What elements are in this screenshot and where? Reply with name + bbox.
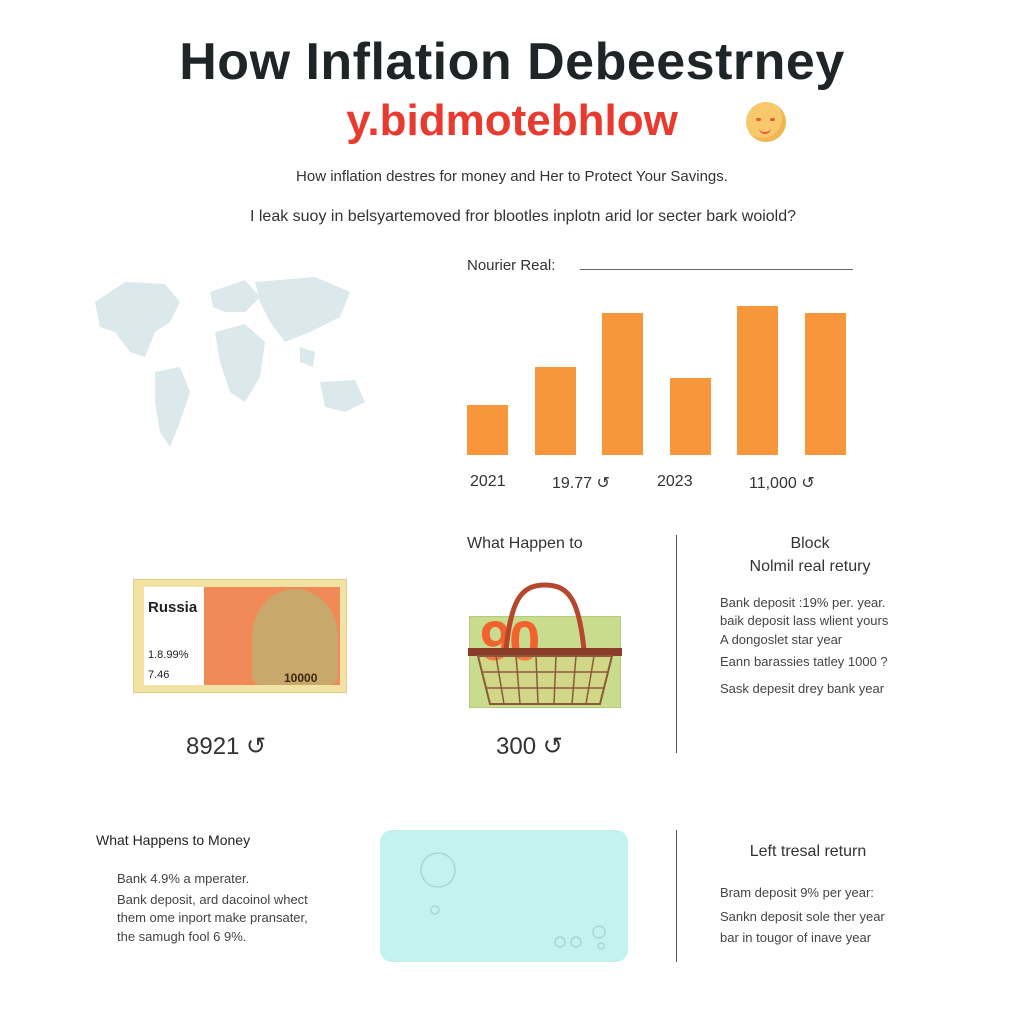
question-text: I leak suoy in belsyartemoved fror bloot…: [249, 208, 797, 225]
basket-amount: 300 ↺: [496, 733, 563, 760]
banknote-amount: 8921 ↺: [186, 733, 267, 760]
chart-bar: [535, 367, 576, 455]
tick-label: 2023: [657, 473, 693, 490]
chart-bar: [805, 313, 846, 455]
basket-card-label: What Happen to: [467, 535, 583, 552]
block-line: A dongoslet star year: [720, 632, 843, 647]
tick-label: 2021: [470, 473, 506, 490]
block-line: Sask depesit drey bank year: [720, 681, 885, 696]
banknote-rate: 1.8.99%: [148, 649, 189, 661]
chart-bar: [737, 306, 778, 455]
illustration-panel: [380, 830, 628, 962]
banknote-denomination: 10000: [284, 671, 318, 685]
block-subtitle: Nolmil real retury: [749, 558, 871, 575]
chart-title: Nourier Real:: [467, 257, 556, 274]
page-title: How Inflation Debeestrney: [179, 33, 845, 91]
return-title: Left tresal return: [749, 843, 867, 860]
chart-rule: [580, 269, 853, 270]
block-title: Block: [790, 535, 830, 552]
tick-label: 11,000 ↺: [749, 475, 815, 492]
money-line: Bank 4.9% a mperater.: [117, 871, 250, 886]
money-line: them ome inport make pransater,: [117, 910, 308, 925]
chart-bar: [602, 313, 643, 455]
portrait-image: [252, 589, 338, 685]
divider: [676, 535, 677, 753]
block-line: Eann barassies tatley 1000 ?: [720, 654, 888, 669]
divider: [676, 830, 677, 962]
page-subtitle: y.bidmotebhlow: [346, 96, 678, 145]
world-map-icon: [95, 277, 365, 447]
return-line: bar in tougor of inave year: [720, 930, 872, 945]
money-line: the samugh fool 6 9%.: [117, 929, 247, 944]
return-line: Bram deposit 9% per year:: [720, 885, 874, 900]
smiley-emoji-icon: [746, 102, 786, 142]
bubbles-icon: [420, 852, 606, 950]
chart-bar: [467, 405, 508, 455]
money-title: What Happens to Money: [96, 832, 251, 848]
chart-bar: [670, 378, 711, 455]
banknote-background: [469, 616, 621, 708]
return-line: Sankn deposit sole ther year: [720, 909, 885, 924]
banknote-value: 7.46: [148, 669, 170, 681]
block-line: Bank deposit :19% per. year.: [720, 595, 886, 610]
shopping-basket-icon: [468, 582, 622, 705]
banknote-country: Russia: [148, 599, 198, 616]
tagline: How inflation destres for money and Her …: [296, 168, 728, 185]
tick-label: 19.77 ↺: [552, 475, 610, 492]
block-line: baik deposit lass wlient yours: [720, 613, 889, 628]
banknote-icon: Russia 1.8.99% 7.46 10000: [133, 579, 347, 693]
money-line: Bank deposit, ard dacoinol whect: [117, 892, 308, 907]
